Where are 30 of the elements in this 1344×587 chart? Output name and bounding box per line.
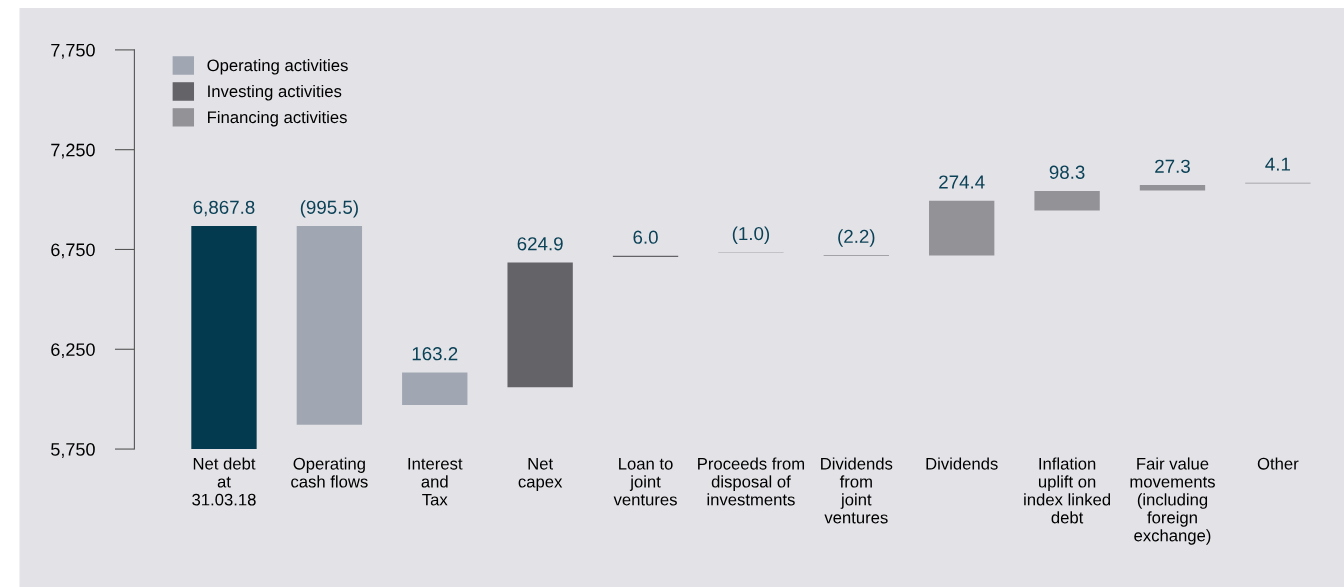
- y-tick-label: 5,750: [51, 442, 95, 458]
- y-tick-label: 7,250: [51, 143, 95, 159]
- x-tick-label: Dividends: [926, 457, 998, 470]
- legend-label: Operating activities: [207, 59, 348, 75]
- data-label: 6.0: [633, 230, 658, 244]
- data-label: 624.9: [517, 237, 563, 251]
- legend-label: Investing activities: [208, 84, 342, 101]
- y-tick-label: 6,250: [51, 343, 95, 359]
- x-tick-label: Dividends from joint ventures: [821, 457, 893, 524]
- data-label: 98.3: [1049, 165, 1085, 179]
- data-label: (995.5): [300, 200, 358, 218]
- data-label: (2.2): [838, 229, 875, 247]
- x-tick-label: Net capex: [518, 458, 563, 491]
- data-label: 27.3: [1155, 159, 1190, 173]
- x-tick-label: Other: [1257, 457, 1299, 470]
- x-tick-label: Fair value movements (including foreign exchange): [1130, 457, 1215, 545]
- x-tick-label: Inflation uplift on index linked debt: [1024, 457, 1111, 524]
- data-label: 4.1: [1265, 157, 1290, 171]
- y-tick-label: 7,750: [51, 43, 95, 59]
- data-label: 163.2: [412, 347, 458, 361]
- x-tick-label: Interest and Tax: [408, 458, 463, 506]
- data-label: 6,867.8: [193, 200, 255, 217]
- data-label: (1.0): [732, 226, 770, 244]
- legend-label: Financing activities: [208, 110, 347, 127]
- data-label: 274.4: [939, 175, 985, 189]
- y-tick-label: 6,750: [51, 243, 95, 259]
- x-tick-label: Loan to joint ventures: [613, 458, 677, 506]
- x-tick-label: Net debt at 31.03.18: [192, 457, 256, 506]
- x-tick-label: Proceeds from disposal of investments: [698, 457, 805, 506]
- x-tick-label: Operating cash flows: [291, 457, 368, 488]
